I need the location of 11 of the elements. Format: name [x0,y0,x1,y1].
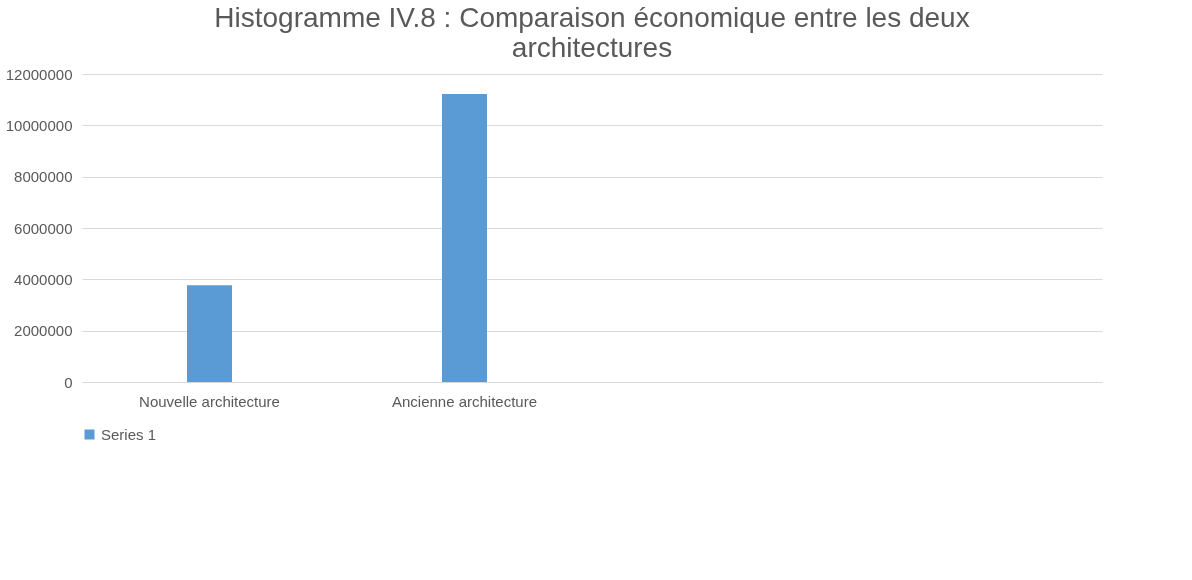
y-tick-label: 10000000 [5,116,73,134]
legend-label: Series 1 [101,425,157,443]
y-tick-label: 12000000 [5,65,73,83]
y-tick-label: 6000000 [14,219,73,237]
chart-title: Histogramme IV.8 : Comparaison économique entre les deux architectures [214,2,970,63]
x-tick-label: Ancienne architecture [391,392,538,410]
y-tick-label: 2000000 [14,322,73,340]
y-tick-label: 4000000 [14,270,73,288]
x-tick-label: Nouvelle architecture [139,392,280,410]
y-tick-label: 8000000 [14,168,73,186]
y-tick-label: 0 [64,373,73,391]
